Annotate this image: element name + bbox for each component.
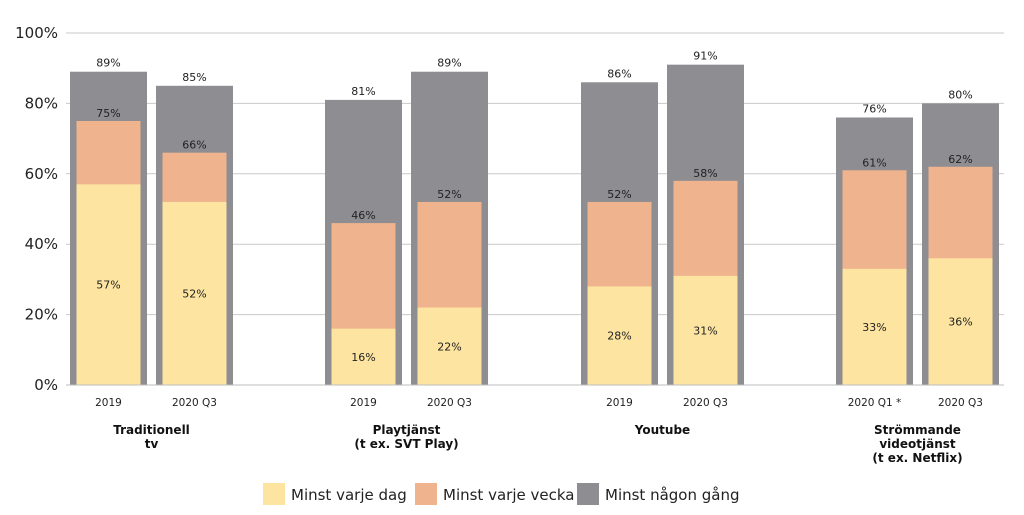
x-tick-label: 2019	[350, 397, 377, 409]
bar-minst-varje-dag	[76, 184, 141, 385]
group-label: Strömmande	[874, 423, 961, 437]
data-label-minst-varje-dag: 52%	[182, 287, 206, 300]
x-tick-label: 2019	[95, 397, 122, 409]
x-tick-label: 2020 Q3	[683, 397, 728, 409]
data-label-minst-nagon-gang: 80%	[948, 88, 972, 101]
legend-swatch	[415, 483, 437, 505]
bar-minst-varje-dag	[842, 268, 907, 385]
x-tick-label: 2020 Q1 *	[848, 397, 902, 409]
x-tick-label: 2020 Q3	[427, 397, 472, 409]
bar-minst-varje-dag	[673, 275, 738, 385]
data-label-minst-varje-vecka: 62%	[948, 153, 972, 166]
legend-swatch	[577, 483, 599, 505]
data-label-minst-nagon-gang: 86%	[607, 67, 631, 80]
data-label-minst-varje-dag: 16%	[351, 351, 375, 364]
group-label: Traditionell	[113, 423, 190, 437]
bar-minst-varje-dag	[331, 328, 396, 385]
data-label-minst-varje-dag: 31%	[693, 324, 717, 337]
data-label-minst-nagon-gang: 85%	[182, 71, 206, 84]
bar-minst-varje-dag	[162, 201, 227, 385]
group-label: videotjänst	[879, 437, 956, 451]
x-tick-label: 2019	[606, 397, 633, 409]
group-label: Playtjänst	[373, 423, 441, 437]
data-label-minst-varje-vecka: 52%	[607, 188, 631, 201]
legend-swatch	[263, 483, 285, 505]
bar-minst-varje-dag	[587, 286, 652, 385]
x-tick-label: 2020 Q3	[938, 397, 983, 409]
data-label-minst-nagon-gang: 91%	[693, 50, 717, 63]
legend-label: Minst varje dag	[291, 486, 407, 504]
data-label-minst-varje-dag: 33%	[862, 321, 886, 334]
data-label-minst-nagon-gang: 89%	[96, 57, 120, 70]
y-tick-label: 20%	[25, 306, 58, 324]
group-label: (t ex. Netflix)	[872, 451, 962, 465]
data-label-minst-varje-vecka: 52%	[437, 188, 461, 201]
group-label: tv	[145, 437, 159, 451]
data-label-minst-varje-vecka: 58%	[693, 167, 717, 180]
bar-minst-varje-dag	[928, 258, 993, 385]
data-label-minst-varje-dag: 22%	[437, 340, 461, 353]
data-label-minst-varje-vecka: 46%	[351, 209, 375, 222]
y-tick-label: 0%	[34, 376, 58, 394]
group-label: Youtube	[634, 423, 690, 437]
y-tick-label: 80%	[25, 94, 58, 112]
y-tick-label: 40%	[25, 235, 58, 253]
data-label-minst-varje-vecka: 75%	[96, 107, 120, 120]
y-tick-label: 60%	[25, 165, 58, 183]
data-label-minst-varje-dag: 28%	[607, 330, 631, 343]
y-tick-label: 100%	[15, 24, 58, 42]
data-label-minst-varje-dag: 36%	[948, 316, 972, 329]
legend-label: Minst någon gång	[605, 486, 740, 504]
data-label-minst-nagon-gang: 89%	[437, 57, 461, 70]
data-label-minst-varje-vecka: 66%	[182, 139, 206, 152]
group-label: (t ex. SVT Play)	[354, 437, 458, 451]
data-label-minst-varje-dag: 57%	[96, 279, 120, 292]
data-label-minst-varje-vecka: 61%	[862, 156, 886, 169]
x-tick-label: 2020 Q3	[172, 397, 217, 409]
legend-label: Minst varje vecka	[443, 486, 574, 504]
data-label-minst-nagon-gang: 76%	[862, 102, 886, 115]
data-label-minst-nagon-gang: 81%	[351, 85, 375, 98]
bar-minst-varje-dag	[417, 307, 482, 385]
